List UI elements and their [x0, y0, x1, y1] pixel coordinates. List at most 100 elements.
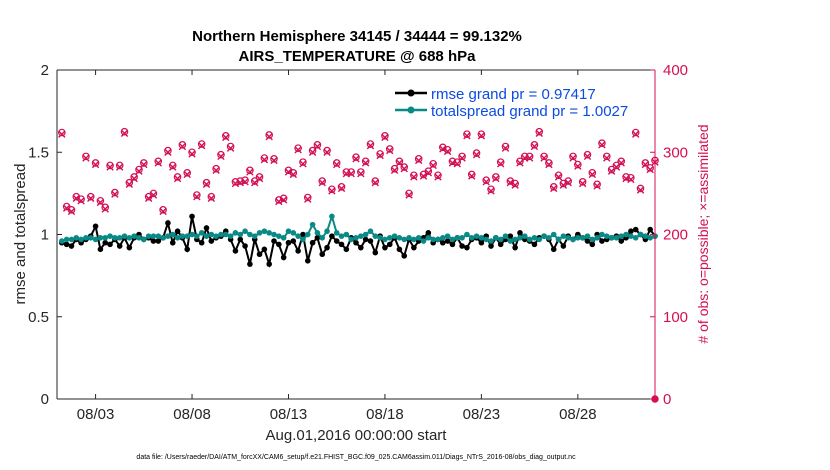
obs-possible-point [646, 164, 654, 172]
obs-possible-point [96, 196, 105, 205]
rmse-point [338, 241, 345, 248]
obs-assimilated-point [67, 207, 76, 216]
obs-assimilated-point [337, 184, 346, 193]
obs-assimilated-point [482, 178, 490, 186]
x-tick-label: 08/13 [270, 406, 308, 423]
obs-possible-point [453, 158, 462, 166]
obs-possible-point [482, 176, 491, 185]
rmse-point [165, 220, 171, 226]
spread-point [213, 233, 219, 239]
rmse-point [300, 231, 306, 238]
spread-point [440, 234, 446, 241]
spread-point [454, 234, 461, 241]
obs-possible-point [477, 130, 486, 138]
obs-possible-point [77, 195, 85, 203]
x-axis-label: Aug.01,2016 00:00:00 start [266, 427, 448, 444]
rmse-point [396, 246, 403, 253]
legend-spread-marker [407, 106, 415, 114]
obs-assimilated-point [443, 147, 452, 156]
spread-point [314, 230, 321, 236]
rmse-point [237, 236, 244, 243]
obs-possible-point [463, 130, 471, 138]
rmse-point [266, 261, 272, 267]
spread-point [599, 231, 605, 238]
obs-possible-point [357, 168, 365, 176]
legend: rmse grand pr = 0.97417 totalspread gran… [390, 80, 645, 122]
spread-point [160, 234, 166, 241]
obs-assimilated-point [496, 160, 505, 168]
rmse-point [314, 234, 321, 241]
spread-point [555, 236, 562, 243]
obs-possible-point [569, 152, 577, 161]
data-file-note: data file: /Users/raeder/DAI/ATM_forcXX/… [136, 454, 576, 461]
obs-assimilated-point [371, 178, 379, 187]
obs-assimilated-point [361, 159, 370, 167]
spread-point [468, 234, 475, 241]
spread-point [444, 233, 451, 239]
obs-assimilated-point [260, 155, 269, 164]
spread-point [589, 236, 596, 243]
spread-point [198, 230, 205, 236]
obs-assimilated-point [106, 163, 114, 171]
obs-possible-point [554, 171, 563, 180]
y-axis-label: rmse and totalspread [12, 164, 29, 305]
obs-possible-point [308, 146, 317, 155]
obs-assimilated-point [646, 165, 654, 174]
spread-point [285, 228, 292, 235]
obs-assimilated-point [101, 205, 109, 213]
spread-point [309, 221, 316, 228]
spread-point [372, 233, 379, 239]
spread-point [97, 234, 104, 241]
spread-point [594, 234, 600, 241]
obs-assimilated-point [357, 169, 365, 178]
rmse-point [517, 230, 523, 236]
obs-possible-point [279, 194, 288, 203]
obs-possible-point [549, 182, 558, 191]
obs-assimilated-point [463, 132, 471, 140]
rmse-point [401, 253, 408, 259]
spread-point [116, 234, 123, 241]
spread-point [608, 234, 615, 241]
obs-assimilated-point [255, 174, 264, 183]
rmse-point [425, 230, 432, 236]
spread-point [333, 230, 340, 236]
obs-assimilated-point [405, 191, 413, 199]
rmse-point [155, 238, 162, 244]
obs-possible-point [347, 168, 355, 176]
obs-possible-point [255, 173, 264, 181]
spread-point [550, 231, 557, 238]
rmse-point [102, 239, 109, 246]
obs-assimilated-point [183, 170, 191, 179]
spread-point [536, 236, 543, 243]
rmse-point [386, 241, 393, 248]
spread-point [362, 231, 369, 238]
obs-possible-point [602, 152, 611, 161]
spread-point [338, 233, 345, 239]
obs-assimilated-point [164, 148, 172, 156]
obs-possible-point [217, 150, 225, 159]
spread-point [575, 234, 581, 241]
obs-possible-point [511, 179, 519, 188]
obs-possible-point [58, 128, 66, 137]
obs-assimilated-point [328, 187, 336, 195]
obs-possible-point [212, 164, 220, 173]
rmse-point [599, 238, 605, 244]
obs-assimilated-point [212, 166, 220, 175]
obs-possible-point [414, 155, 423, 163]
spread-point [546, 234, 552, 241]
spread-point [396, 234, 403, 241]
obs-assimilated-point [87, 194, 95, 203]
obs-assimilated-point [574, 162, 582, 170]
obs-assimilated-point [472, 151, 481, 159]
obs-possible-point [564, 177, 572, 185]
rmse-point [560, 243, 567, 249]
obs-assimilated-point [530, 142, 539, 151]
obs-assimilated-point [632, 130, 640, 138]
obs-possible-point [125, 178, 134, 187]
obs-assimilated-point [525, 154, 534, 162]
obs-assimilated-point [588, 170, 597, 179]
spread-point [59, 238, 65, 244]
obs-assimilated-point [550, 184, 558, 193]
spread-point [488, 238, 494, 244]
obs-possible-point [337, 182, 346, 191]
